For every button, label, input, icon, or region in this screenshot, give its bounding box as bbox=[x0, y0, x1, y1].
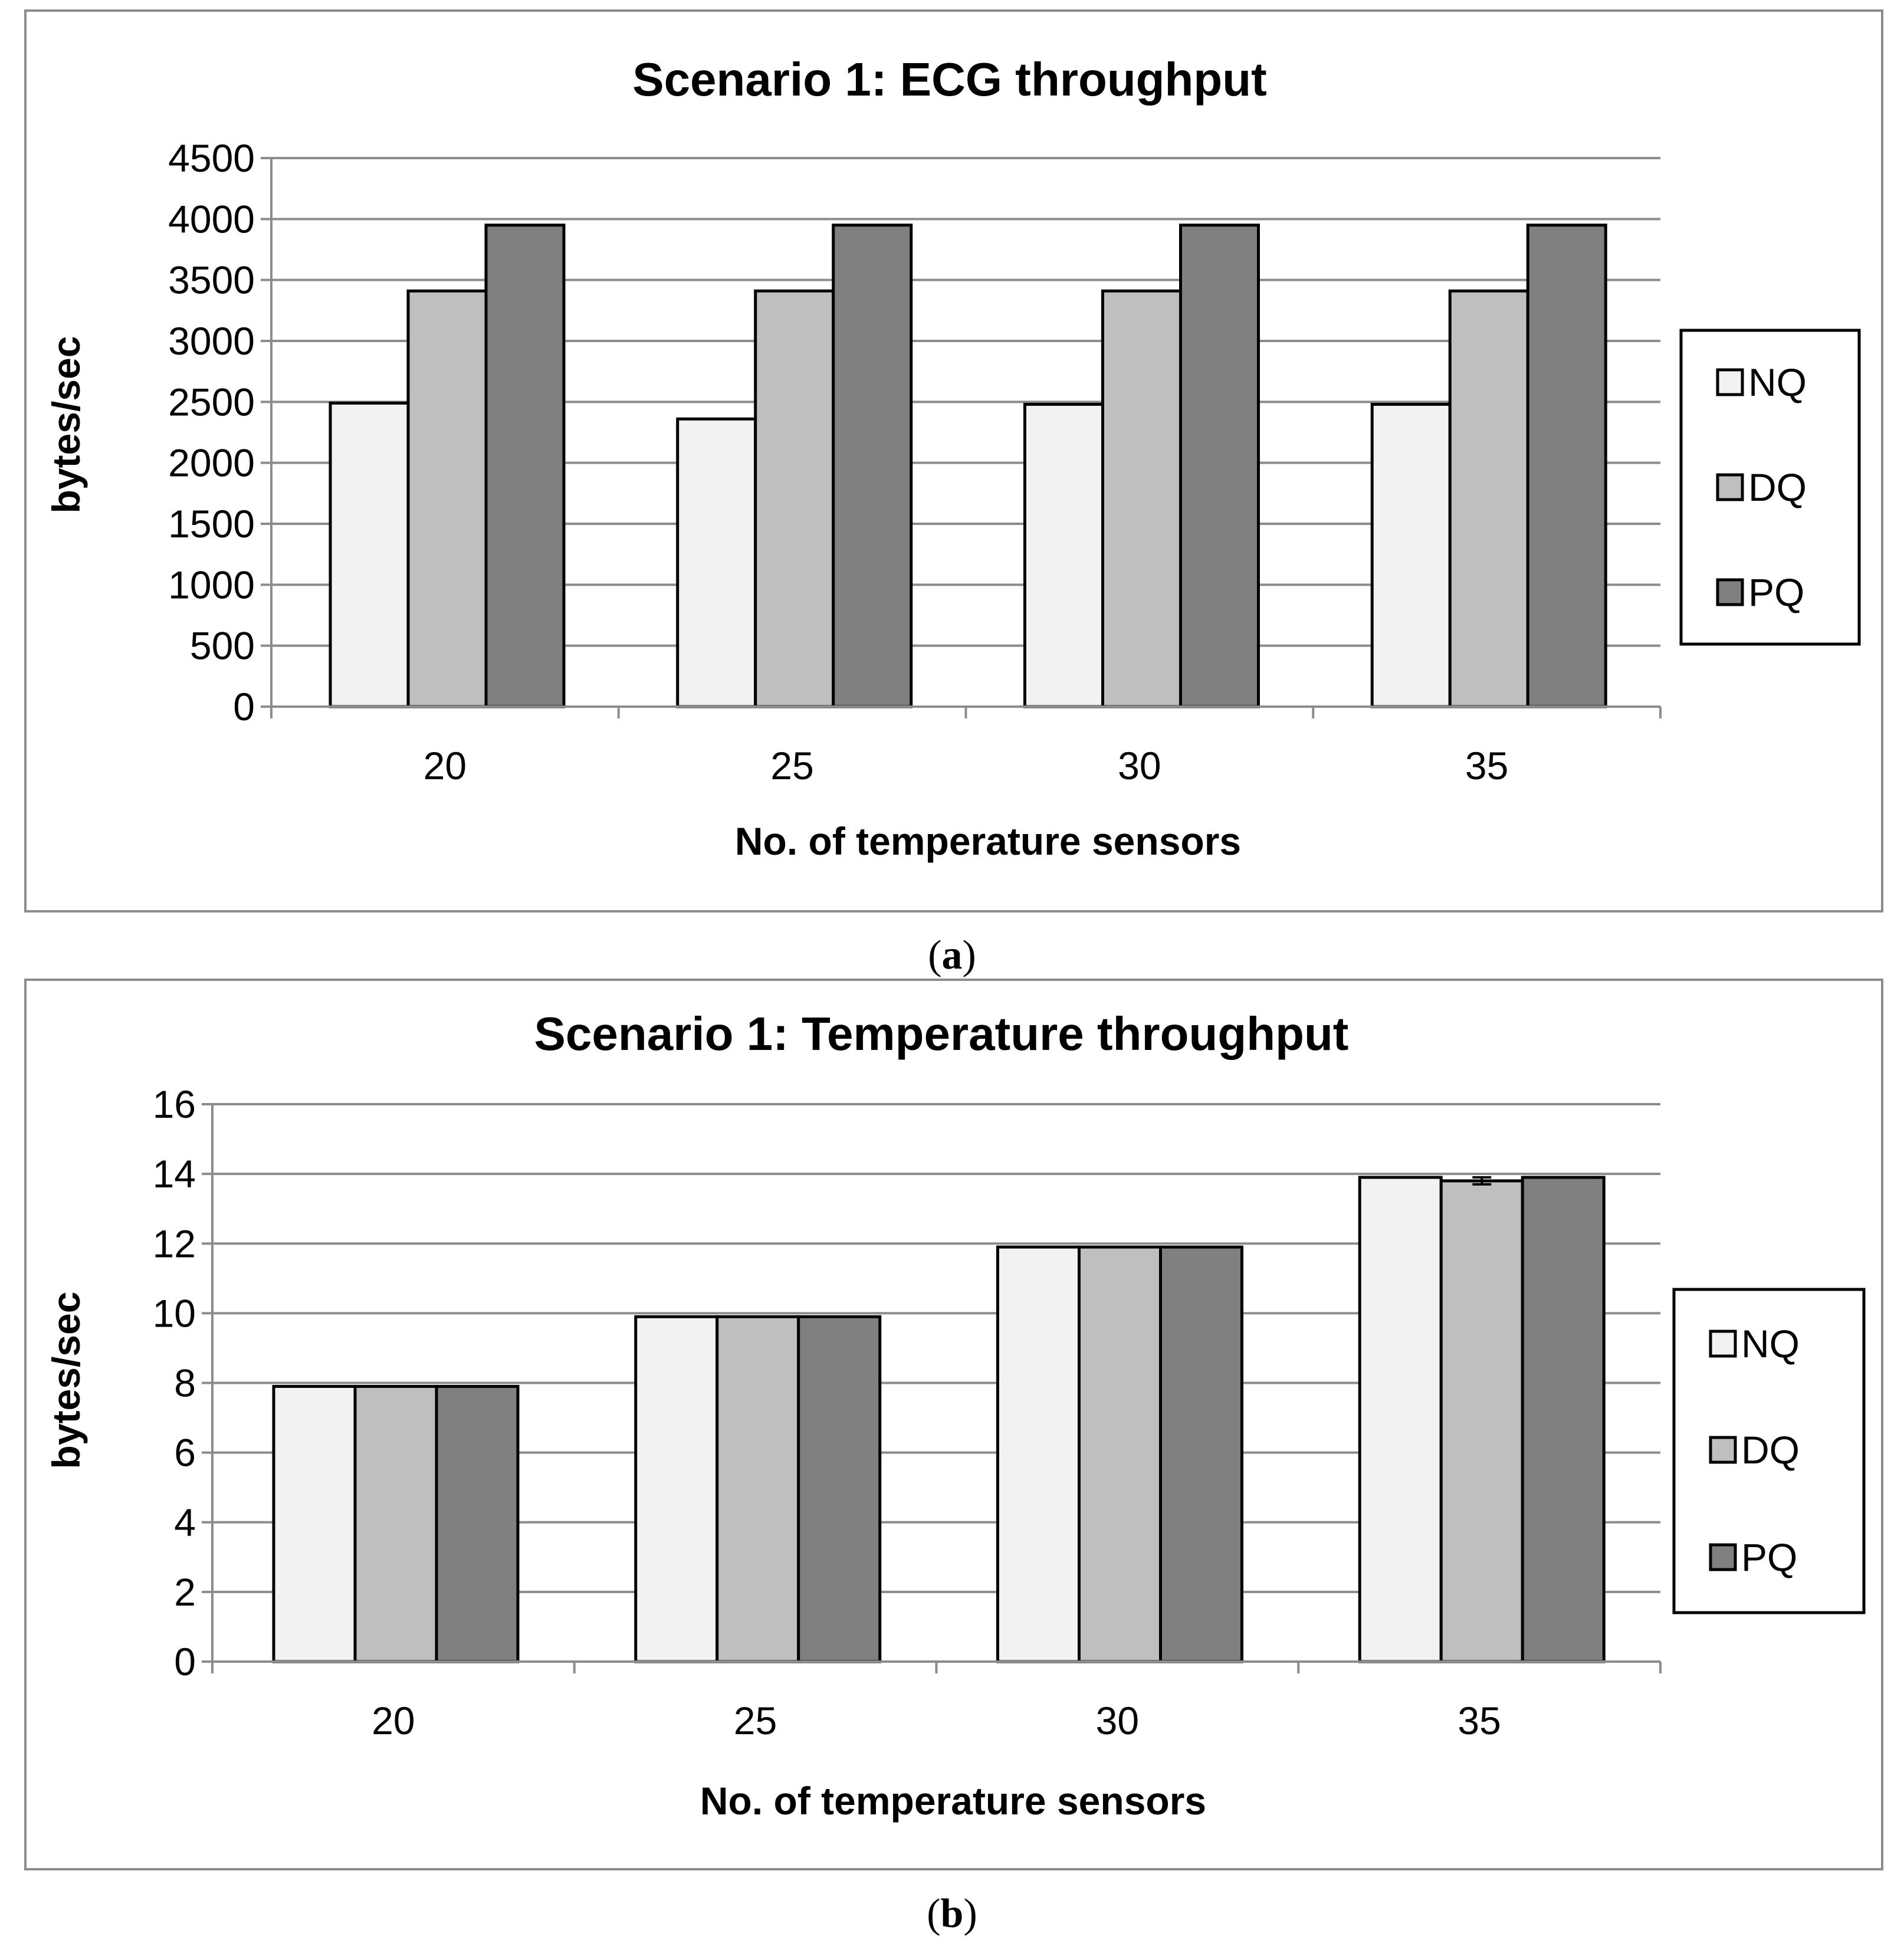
x-tick-label: 35 bbox=[1465, 744, 1508, 787]
x-axis-title: No. of temperature sensors bbox=[700, 1779, 1206, 1823]
bar-dq-20 bbox=[353, 1384, 438, 1663]
legend-swatch-pq bbox=[1709, 1543, 1737, 1571]
y-tick-label: 6 bbox=[174, 1431, 196, 1475]
bar-dq-30 bbox=[1101, 289, 1182, 708]
chart-panel-b: Scenario 1: Temperature throughput 0 2 4 6 8… bbox=[24, 979, 1883, 1870]
y-tick-label: 16 bbox=[153, 1082, 196, 1126]
x-tick-label: 25 bbox=[770, 744, 813, 787]
y-tick-label: 500 bbox=[190, 624, 255, 668]
y-tick-label: 8 bbox=[174, 1361, 196, 1405]
legend-swatch-nq bbox=[1716, 368, 1744, 396]
bar-nq-20 bbox=[329, 401, 410, 708]
axes bbox=[261, 157, 1662, 718]
legend-label-nq: NQ bbox=[1741, 1322, 1800, 1366]
legend-label-nq: NQ bbox=[1748, 360, 1807, 404]
bar-pq-20 bbox=[435, 1384, 520, 1663]
bar-nq-35 bbox=[1358, 1176, 1443, 1663]
legend-swatch-nq bbox=[1709, 1330, 1737, 1358]
legend-label-pq: PQ bbox=[1741, 1535, 1797, 1579]
x-tick-label: 25 bbox=[734, 1699, 777, 1742]
caption-a: (a) bbox=[928, 933, 976, 978]
x-tick-label: 30 bbox=[1096, 1699, 1139, 1742]
y-tick-labels: 0 500 1000 1500 2000 2500 3000 3500 4000 4500 bbox=[168, 136, 255, 728]
caption-letter: a bbox=[942, 933, 963, 978]
y-tick-label: 0 bbox=[174, 1640, 196, 1683]
bar-dq-35 bbox=[1448, 289, 1529, 708]
legend-label-pq: PQ bbox=[1748, 570, 1804, 614]
bars bbox=[329, 224, 1607, 708]
legend-label-dq: DQ bbox=[1748, 465, 1807, 509]
bar-dq-25 bbox=[754, 289, 835, 708]
y-axis-title: bytes/sec bbox=[44, 1292, 88, 1469]
bar-dq-25 bbox=[715, 1315, 800, 1663]
y-tick-label: 2500 bbox=[168, 380, 255, 424]
bar-dq-20 bbox=[406, 289, 488, 708]
bar-nq-30 bbox=[1023, 402, 1104, 708]
x-axis-title: No. of temperature sensors bbox=[735, 819, 1241, 863]
legend-label-dq: DQ bbox=[1741, 1428, 1800, 1472]
bar-nq-30 bbox=[996, 1245, 1081, 1663]
y-tick-label: 2 bbox=[174, 1570, 196, 1614]
y-tick-labels: 0 2 4 6 8 10 12 14 16 bbox=[153, 1082, 196, 1683]
legend-swatch-pq bbox=[1716, 578, 1744, 606]
bar-nq-25 bbox=[634, 1315, 719, 1663]
bar-dq-35 bbox=[1439, 1179, 1524, 1663]
x-tick-label: 30 bbox=[1118, 744, 1161, 787]
y-tick-label: 4 bbox=[174, 1501, 196, 1544]
x-tick-label: 35 bbox=[1457, 1699, 1501, 1742]
bar-pq-25 bbox=[797, 1315, 882, 1663]
bar-dq-30 bbox=[1078, 1245, 1162, 1663]
x-tick-label: 20 bbox=[424, 744, 467, 787]
legend-box bbox=[1679, 329, 1861, 646]
x-tick-labels: 20 25 30 35 bbox=[424, 744, 1509, 787]
bar-pq-20 bbox=[484, 224, 566, 708]
bar-nq-25 bbox=[676, 417, 757, 708]
y-tick-label: 3000 bbox=[168, 319, 255, 363]
bar-pq-30 bbox=[1179, 224, 1260, 708]
axes bbox=[202, 1103, 1662, 1673]
y-tick-label: 3500 bbox=[168, 258, 255, 302]
y-tick-label: 4500 bbox=[168, 136, 255, 180]
bar-nq-20 bbox=[272, 1384, 357, 1663]
y-tick-label: 12 bbox=[153, 1222, 196, 1265]
caption-b: (b) bbox=[927, 1891, 977, 1936]
error-bars bbox=[1472, 1176, 1492, 1186]
y-tick-label: 14 bbox=[153, 1152, 196, 1196]
legend: NQ DQ PQ bbox=[1672, 1288, 1866, 1614]
chart-title: Scenario 1: ECG throughput bbox=[632, 53, 1267, 106]
legend-swatch-dq bbox=[1716, 473, 1744, 501]
legend-box bbox=[1672, 1288, 1866, 1614]
bar-pq-25 bbox=[832, 224, 913, 708]
chart-panel-a: Scenario 1: ECG throughput 0 500 1000 1500 2… bbox=[24, 9, 1883, 913]
caption-letter: b bbox=[941, 1891, 964, 1936]
y-tick-label: 4000 bbox=[168, 197, 255, 241]
x-tick-labels: 20 25 30 35 bbox=[372, 1699, 1501, 1742]
legend-swatch-dq bbox=[1709, 1436, 1737, 1464]
bar-pq-35 bbox=[1526, 224, 1607, 708]
y-tick-label: 10 bbox=[153, 1291, 196, 1335]
bar-nq-35 bbox=[1370, 402, 1452, 708]
x-tick-label: 20 bbox=[372, 1699, 415, 1742]
bar-pq-30 bbox=[1159, 1245, 1243, 1663]
y-axis-title: bytes/sec bbox=[44, 336, 88, 514]
chart-title: Scenario 1: Temperature throughput bbox=[534, 1007, 1349, 1060]
bar-pq-35 bbox=[1521, 1176, 1606, 1663]
bars bbox=[272, 1176, 1606, 1663]
legend: NQ DQ PQ bbox=[1679, 329, 1861, 646]
y-tick-label: 1000 bbox=[168, 563, 255, 606]
y-tick-label: 1500 bbox=[168, 502, 255, 546]
y-tick-label: 2000 bbox=[168, 441, 255, 485]
y-tick-label: 0 bbox=[233, 685, 255, 728]
